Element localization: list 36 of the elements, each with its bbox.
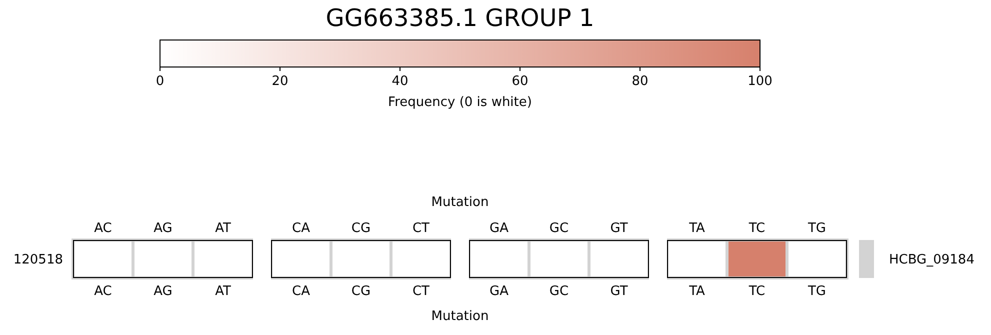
x-tick-label: GA: [490, 221, 509, 236]
color-bar-label: 60: [512, 74, 528, 89]
category-label: TA: [689, 284, 705, 300]
category-label: GA: [490, 284, 508, 300]
x-tick-label: TA: [688, 221, 706, 236]
category-label: GC: [549, 284, 569, 300]
x2-axis-title: Mutation: [430, 195, 490, 210]
x-tick-label: AC: [94, 221, 112, 236]
chart-title: GG663385.1 GROUP 1: [324, 4, 596, 32]
y-tick-label: 120518: [13, 252, 63, 268]
category-label: AG: [154, 284, 172, 300]
category-label: CG: [351, 284, 371, 300]
color-bar-label: 20: [272, 74, 288, 89]
category-label: AC: [94, 284, 112, 300]
color-bar-label: 80: [632, 74, 648, 89]
color-bar-label: 40: [392, 74, 408, 89]
x-tick-label: GT: [610, 221, 628, 236]
color-bar-title: Frequency (0 is white): [388, 95, 532, 110]
x-tick-label: GC: [549, 221, 569, 236]
category-label: AT: [215, 284, 231, 300]
color-bar-label: 0: [156, 74, 164, 89]
x-tick-label: TC: [748, 221, 766, 236]
x-axis-title: Mutation: [430, 309, 490, 324]
x-tick-label: TG: [806, 221, 826, 236]
x-tick-label: CA: [292, 221, 310, 236]
category-label: CT: [412, 284, 430, 300]
category-label: CA: [292, 284, 310, 300]
category-label: TG: [808, 284, 826, 300]
category-label: GT: [610, 284, 628, 300]
x-tick-label: AG: [154, 221, 172, 236]
category-label: TC: [748, 284, 766, 300]
y2-tick-label: HCBG_09184: [889, 252, 974, 268]
x-tick-label: AT: [215, 221, 231, 236]
x-tick-label: CG: [351, 221, 371, 236]
x-tick-label: CT: [412, 221, 430, 236]
color-bar-label: 100: [748, 74, 772, 89]
